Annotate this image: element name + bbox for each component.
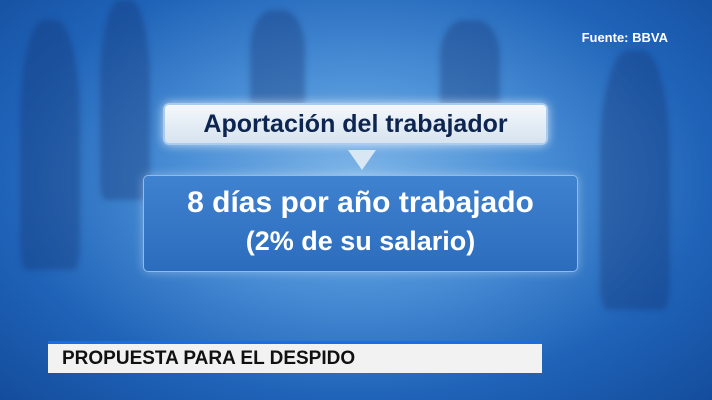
header-box: Aportación del trabajador: [163, 103, 548, 145]
lower-third-caption: PROPUESTA PARA EL DESPIDO: [48, 341, 542, 373]
arrow-down-icon: [348, 150, 376, 170]
main-box: 8 días por año trabajado (2% de su salar…: [143, 175, 578, 272]
main-line-1: 8 días por año trabajado: [187, 186, 534, 219]
source-label: Fuente: BBVA: [581, 30, 668, 45]
main-line-2: (2% de su salario): [245, 226, 476, 256]
